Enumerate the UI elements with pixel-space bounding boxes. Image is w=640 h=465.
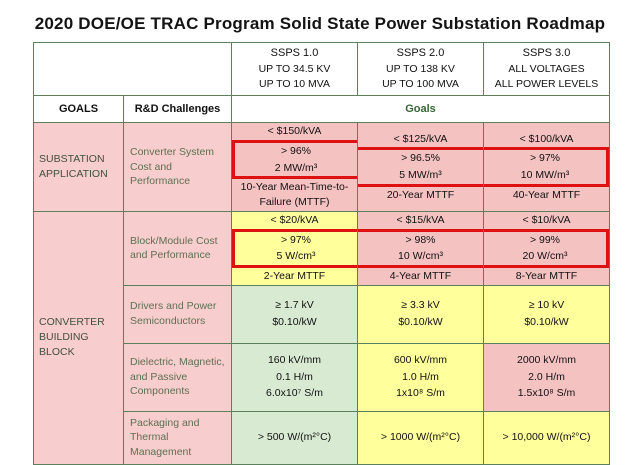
cell-packaging-ssps1: > 500 W/(m²°C) [231,410,358,465]
cell-line: 0.1 H/m [276,370,313,383]
cell-line: 2-Year MTTF [263,269,326,282]
cell-line: 5 W/cm³ [276,250,316,263]
table-row-block-module: CONVERTER BUILDING BLOCK Block/Module Co… [33,210,610,465]
rd-challenges-header: R&D Challenges [123,95,232,124]
cell-line: 20 W/cm³ [522,250,568,263]
cell-line: 10 MW/m³ [520,169,570,182]
cell-line: > 96.5% [401,152,440,165]
cell-dielectric-ssps1: 160 kV/mm 0.1 H/m 6.0x10⁷ S/m [231,342,358,412]
ssps1-voltage: UP TO 34.5 KV [258,62,331,75]
roadmap-table: SSPS 1.0 UP TO 34.5 KV UP TO 10 MVA SSPS… [33,41,610,465]
cell-line: > 500 W/(m²°C) [257,431,332,444]
cell-line: > 99% [529,233,561,246]
cell-line: ≥ 3.3 kV [401,299,440,312]
highlight-box-segment: > 97% 10 MW/m³ [484,147,609,187]
cell-line: < $10/kVA [522,213,571,226]
cell-packaging-ssps2: > 1000 W/(m²°C) [357,410,484,465]
highlight-box-segment: > 96% 2 MW/m³ [232,140,357,180]
cell-line: 1.0 H/m [402,370,439,383]
cell-line: > 1000 W/(m²°C) [380,431,461,444]
table-row-ssps-headers: SSPS 1.0 UP TO 34.5 KV UP TO 10 MVA SSPS… [33,41,610,97]
table-row-packaging-thermal: Packaging and Thermal Management > 500 W… [34,410,610,465]
cell-line: 20-Year MTTF [386,188,455,201]
challenge-converter-system: Converter System Cost and Performance [123,122,232,212]
cell-line: < $15/kVA [396,213,445,226]
cell-line: ≥ 10 kV [528,299,565,312]
cell-line: 4-Year MTTF [389,269,452,282]
cell-dielectric-ssps3: 2000 kV/mm 2.0 H/m 1.5x10⁸ S/m [483,342,610,412]
cell-converter-system-ssps2: < $125/kVA > 96.5% 5 MW/m³ 20-Year MTTF [357,122,484,212]
cell-line: 10-Year Mean-Time-to-Failure (MTTF) [240,181,349,209]
table-row-drivers-semiconductors: Drivers and Power Semiconductors ≥ 1.7 k… [34,284,610,344]
ssps1-power: UP TO 10 MVA [258,78,330,91]
cell-drivers-ssps1: ≥ 1.7 kV $0.10/kW [231,284,358,344]
ssps2-power: UP TO 100 MVA [382,78,459,91]
cell-line: > 97% [529,152,561,165]
row-group-substation-application: SUBSTATION APPLICATION [33,122,124,212]
cell-drivers-ssps2: ≥ 3.3 kV $0.10/kW [357,284,484,344]
column-header-ssps-3: SSPS 3.0 ALL VOLTAGES ALL POWER LEVELS [483,41,610,97]
ssps3-name: SSPS 3.0 [522,47,571,59]
cell-line: 40-Year MTTF [512,188,581,201]
row-group-converter-building-block: CONVERTER BUILDING BLOCK [33,210,124,465]
ssps3-voltage: ALL VOLTAGES [508,62,585,75]
cell-block-module-ssps2: < $15/kVA > 98% 10 W/cm³ 4-Year MTTF [357,210,484,286]
goals-header: GOALS [33,95,124,124]
challenge-block-module: Block/Module Cost and Performance [123,210,232,286]
cell-line: 160 kV/mm [267,354,322,367]
cell-packaging-ssps3: > 10,000 W/(m²°C) [483,410,610,465]
goals-span-header: Goals [231,95,610,124]
column-header-ssps-1: SSPS 1.0 UP TO 34.5 KV UP TO 10 MVA [231,41,358,97]
cell-line: 8-Year MTTF [515,269,578,282]
cell-line: 6.0x10⁷ S/m [266,387,323,400]
cell-converter-system-ssps1: < $150/kVA > 96% 2 MW/m³ 10-Year Mean-Ti… [231,122,358,212]
cell-line: 2 MW/m³ [274,161,318,174]
cell-line: 5 MW/m³ [399,169,442,182]
highlight-box-segment: > 97% 5 W/cm³ [232,228,357,268]
table-row-converter-system: SUBSTATION APPLICATION Converter System … [33,122,610,212]
highlight-box-segment: > 96.5% 5 MW/m³ [358,147,483,187]
highlight-box-segment: > 99% 20 W/cm³ [484,228,609,268]
page-title: 2020 DOE/OE TRAC Program Solid State Pow… [34,14,606,33]
challenge-drivers-semiconductors: Drivers and Power Semiconductors [123,284,232,344]
cell-line: < $125/kVA [393,132,448,145]
cell-line: $0.10/kW [524,316,569,329]
cell-line: > 10,000 W/(m²°C) [502,431,591,444]
cell-line: 10 W/cm³ [398,250,443,263]
cell-line: < $100/kVA [519,132,574,145]
cell-line: > 97% [280,233,312,246]
highlight-box-segment: > 98% 10 W/cm³ [358,228,483,268]
cell-line: 1.5x10⁸ S/m [517,387,576,400]
cell-line: 1x10⁸ S/m [396,387,445,400]
cell-line: 600 kV/mm [393,354,448,367]
ssps2-voltage: UP TO 138 KV [386,62,455,75]
challenge-dielectric-passive: Dielectric, Magnetic, and Passive Compon… [123,342,232,412]
cell-line: $0.10/kW [398,316,443,329]
table-row-section-headers: GOALS R&D Challenges Goals [33,95,610,124]
cell-drivers-ssps3: ≥ 10 kV $0.10/kW [483,284,610,344]
column-header-ssps-2: SSPS 2.0 UP TO 138 KV UP TO 100 MVA [357,41,484,97]
ssps1-name: SSPS 1.0 [270,47,319,59]
cell-line: > 96% [280,145,312,158]
cell-block-module-ssps3: < $10/kVA > 99% 20 W/cm³ 8-Year MTTF [483,210,610,286]
cell-block-module-ssps1: < $20/kVA > 97% 5 W/cm³ 2-Year MTTF [231,210,358,286]
cell-line: 2.0 H/m [528,370,565,383]
cell-line: < $150/kVA [267,125,322,138]
ssps3-power: ALL POWER LEVELS [494,78,599,91]
cell-line: ≥ 1.7 kV [275,299,314,312]
cell-line: $0.10/kW [272,316,317,329]
cell-line: > 98% [405,233,436,246]
cell-converter-system-ssps3: < $100/kVA > 97% 10 MW/m³ 40-Year MTTF [483,122,610,212]
ssps2-name: SSPS 2.0 [396,47,445,59]
cell-line: 2000 kV/mm [517,354,576,367]
cell-dielectric-ssps2: 600 kV/mm 1.0 H/m 1x10⁸ S/m [357,342,484,412]
blank-corner-cell [33,41,232,97]
challenge-packaging-thermal: Packaging and Thermal Management [123,410,232,465]
cell-line: < $20/kVA [270,213,319,226]
